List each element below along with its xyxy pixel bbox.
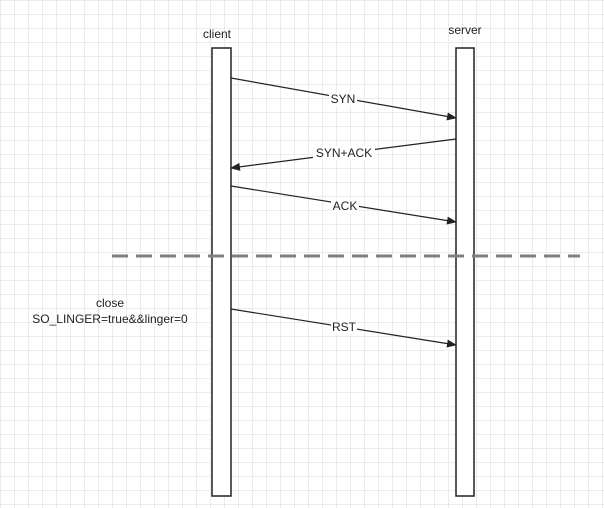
- syn-label-bg: [329, 92, 357, 106]
- server-lifeline: [455, 47, 475, 497]
- syn-ack-label-bg: [313, 146, 375, 160]
- rst-label: RST: [332, 320, 357, 334]
- message-rst: RST: [230, 308, 457, 348]
- syn-ack-label: SYN+ACK: [316, 146, 372, 160]
- server-label: server: [448, 23, 481, 37]
- ack-label-bg: [331, 199, 359, 213]
- rst-label-bg: [331, 320, 357, 334]
- close-note-line1: close: [96, 296, 124, 310]
- message-ack: ACK: [230, 185, 457, 225]
- syn-label: SYN: [331, 92, 356, 106]
- close-note-line2: SO_LINGER=true&&linger=0: [32, 312, 188, 326]
- message-syn-ack: SYN+ACK: [230, 138, 457, 171]
- message-syn: SYN: [230, 77, 457, 121]
- ack-label: ACK: [333, 199, 358, 213]
- client-lifeline: [211, 47, 232, 497]
- client-label: client: [203, 27, 232, 41]
